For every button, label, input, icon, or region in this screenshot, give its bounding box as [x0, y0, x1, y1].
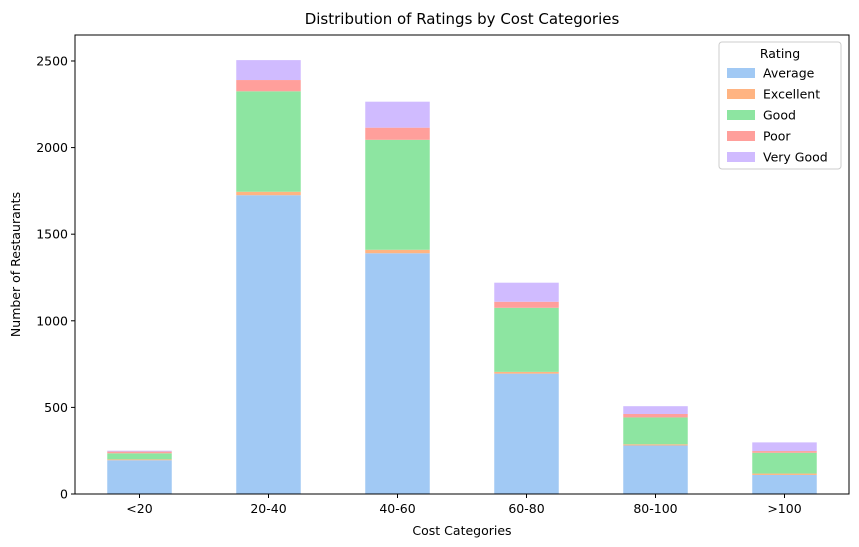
bar-very-good-0 — [107, 450, 172, 452]
bar-average-2 — [365, 253, 430, 494]
bar-excellent-0 — [107, 459, 172, 461]
legend-entry-label: Good — [763, 108, 796, 123]
plot-frame — [74, 34, 850, 495]
bar-very-good-5 — [752, 442, 817, 452]
bar-poor-0 — [107, 451, 172, 454]
y-tick-label: 1500 — [36, 227, 68, 242]
y-tick-label: 500 — [44, 400, 68, 415]
bar-excellent-3 — [494, 371, 559, 374]
bars-layer — [107, 60, 817, 494]
x-tick-label: 40-60 — [379, 501, 415, 516]
y-axis-label: Number of Restaurants — [8, 192, 23, 337]
x-axis-label: Cost Categories — [412, 523, 511, 538]
bar-average-1 — [236, 195, 301, 494]
x-axis-ticks: <20 20-40 40-60 60-80 80-100 >100 — [126, 494, 802, 516]
x-tick-label: 20-40 — [250, 501, 286, 516]
legend: Rating Average Excellent Good Poor Very Good — [718, 41, 842, 170]
bar-excellent-2 — [365, 249, 430, 254]
bar-poor-5 — [752, 451, 817, 453]
legend-entry-label: Average — [763, 66, 815, 81]
bar-good-5 — [752, 452, 817, 474]
legend-swatch — [727, 68, 755, 78]
y-tick-label: 1000 — [36, 313, 68, 328]
bar-good-0 — [107, 453, 172, 460]
x-tick-label: 80-100 — [633, 501, 677, 516]
x-tick-label: >100 — [767, 501, 801, 516]
bar-poor-4 — [623, 413, 688, 418]
y-tick-label: 2500 — [36, 53, 68, 68]
chart-title: Distribution of Ratings by Cost Categori… — [305, 10, 620, 28]
legend-swatch — [727, 152, 755, 162]
x-tick-label: <20 — [126, 501, 152, 516]
bar-average-5 — [752, 474, 817, 494]
bar-very-good-1 — [236, 60, 301, 81]
bar-very-good-2 — [365, 101, 430, 128]
legend-swatch — [727, 131, 755, 141]
bar-good-1 — [236, 91, 301, 192]
bar-poor-3 — [494, 301, 559, 308]
bar-excellent-4 — [623, 444, 688, 446]
x-tick-label: 60-80 — [508, 501, 544, 516]
bar-average-4 — [623, 445, 688, 494]
bar-good-2 — [365, 139, 430, 250]
y-axis-ticks: 0 500 1000 1500 2000 2500 — [36, 53, 75, 502]
bar-poor-1 — [236, 80, 301, 92]
y-tick-label: 2000 — [36, 140, 68, 155]
legend-entry-label: Excellent — [763, 87, 820, 102]
bar-average-0 — [107, 460, 172, 494]
bar-very-good-3 — [494, 282, 559, 302]
bar-good-3 — [494, 307, 559, 372]
bar-poor-2 — [365, 127, 430, 140]
legend-title: Rating — [760, 46, 800, 61]
bar-good-4 — [623, 417, 688, 445]
legend-entry-label: Very Good — [763, 150, 828, 165]
bar-excellent-5 — [752, 473, 817, 475]
y-tick-label: 0 — [60, 487, 68, 502]
legend-entry-label: Poor — [763, 129, 791, 144]
bar-excellent-1 — [236, 191, 301, 196]
legend-swatch — [727, 110, 755, 120]
bar-average-3 — [494, 373, 559, 494]
bar-very-good-4 — [623, 406, 688, 414]
legend-swatch — [727, 89, 755, 99]
